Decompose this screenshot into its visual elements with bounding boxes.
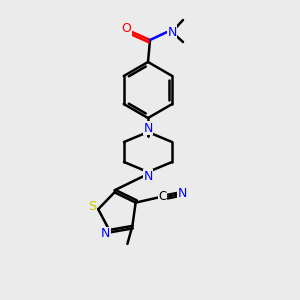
Text: N: N (143, 169, 153, 182)
Text: N: N (100, 227, 110, 241)
Text: N: N (143, 122, 153, 134)
Text: N: N (178, 187, 187, 200)
Text: O: O (121, 22, 131, 35)
Text: C: C (158, 190, 167, 203)
Text: N: N (167, 26, 177, 38)
Text: S: S (88, 200, 96, 213)
